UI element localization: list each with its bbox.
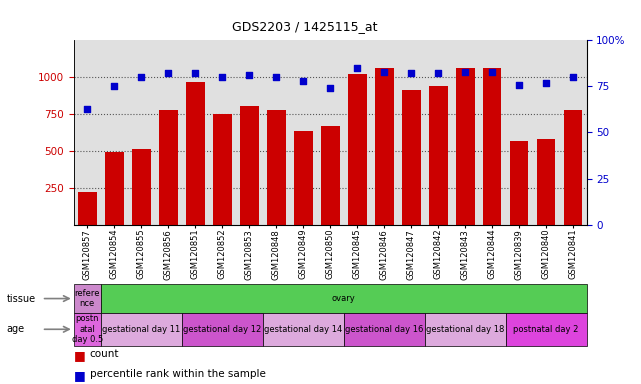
Bar xyxy=(181,313,263,346)
Text: gestational day 16: gestational day 16 xyxy=(345,325,423,334)
Bar xyxy=(186,82,204,225)
Bar xyxy=(240,106,258,225)
Text: gestational day 14: gestational day 14 xyxy=(264,325,342,334)
Bar xyxy=(563,110,583,225)
Point xyxy=(352,65,362,71)
Bar xyxy=(263,313,344,346)
Bar xyxy=(537,139,556,225)
Bar xyxy=(506,313,587,346)
Text: refere
nce: refere nce xyxy=(74,289,100,308)
Bar xyxy=(510,141,528,225)
Text: age: age xyxy=(6,324,24,334)
Bar xyxy=(74,313,101,346)
Bar xyxy=(320,126,340,225)
Bar xyxy=(347,74,367,225)
Text: ■: ■ xyxy=(74,349,85,362)
Point xyxy=(217,74,228,80)
Point xyxy=(568,74,578,80)
Point xyxy=(514,81,524,88)
Point xyxy=(244,72,254,78)
Bar xyxy=(483,68,501,225)
Text: tissue: tissue xyxy=(6,293,35,304)
Bar xyxy=(424,313,506,346)
Bar xyxy=(294,131,313,225)
Text: postn
atal
day 0.5: postn atal day 0.5 xyxy=(72,314,103,344)
Text: postnatal day 2: postnatal day 2 xyxy=(513,325,579,334)
Point xyxy=(163,70,173,76)
Text: GDS2203 / 1425115_at: GDS2203 / 1425115_at xyxy=(232,20,377,33)
Bar xyxy=(429,86,447,225)
Bar xyxy=(101,313,181,346)
Bar xyxy=(104,152,124,225)
Point xyxy=(379,69,389,75)
Bar xyxy=(132,149,151,225)
Text: ovary: ovary xyxy=(332,294,356,303)
Text: gestational day 18: gestational day 18 xyxy=(426,325,504,334)
Point xyxy=(487,69,497,75)
Bar xyxy=(344,313,424,346)
Point xyxy=(325,85,335,91)
Bar xyxy=(159,109,178,225)
Point xyxy=(271,74,281,80)
Point xyxy=(541,79,551,86)
Point xyxy=(109,83,119,89)
Bar xyxy=(402,90,420,225)
Bar xyxy=(213,114,231,225)
Point xyxy=(406,70,416,76)
Point xyxy=(298,78,308,84)
Point xyxy=(433,70,443,76)
Text: count: count xyxy=(90,349,119,359)
Point xyxy=(82,106,92,112)
Text: ■: ■ xyxy=(74,369,85,382)
Bar xyxy=(267,110,286,225)
Bar xyxy=(374,68,394,225)
Text: percentile rank within the sample: percentile rank within the sample xyxy=(90,369,265,379)
Text: gestational day 11: gestational day 11 xyxy=(102,325,180,334)
Text: gestational day 12: gestational day 12 xyxy=(183,325,262,334)
Point xyxy=(460,69,470,75)
Point xyxy=(136,74,146,80)
Bar xyxy=(74,284,101,313)
Point xyxy=(190,70,200,76)
Bar xyxy=(78,192,97,225)
Bar xyxy=(456,68,474,225)
